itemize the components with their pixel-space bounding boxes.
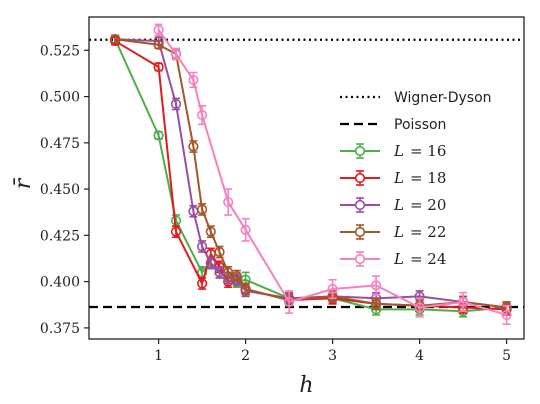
legend-label-variable: L	[393, 169, 404, 187]
x-tick-label: 5	[502, 348, 511, 364]
legend-label-value: = 20	[410, 196, 446, 214]
data-point	[223, 267, 234, 278]
data-point	[197, 278, 208, 289]
legend-entry: L = 18	[340, 169, 446, 187]
data-point	[205, 226, 216, 237]
legend-marker	[354, 226, 366, 238]
legend-entry: Wigner-Dyson	[340, 90, 492, 106]
y-tick-label: 0.525	[40, 43, 80, 59]
legend-entry: L = 22	[340, 223, 446, 241]
y-tick-label: 0.425	[40, 228, 80, 244]
legend-entry: Poisson	[340, 117, 446, 133]
data-point	[153, 130, 164, 141]
data-point	[458, 296, 469, 308]
y-tick-label: 0.375	[40, 321, 80, 337]
data-point	[109, 34, 121, 45]
legend-label-value: = 16	[410, 142, 446, 160]
x-axis-label: h	[299, 373, 313, 398]
x-tick-label: 4	[415, 348, 424, 364]
data-point	[327, 283, 338, 295]
legend-label-value: = 22	[410, 223, 446, 241]
x-tick-label: 1	[154, 348, 163, 364]
data-point	[214, 246, 225, 258]
legend-label: L = 22	[393, 223, 446, 241]
legend-label-variable: L	[393, 142, 404, 160]
data-point	[205, 258, 216, 269]
legend-marker	[354, 172, 366, 184]
legend-label-variable: L	[393, 223, 404, 241]
legend-label: L = 16	[393, 142, 446, 160]
legend-label: Poisson	[394, 117, 446, 133]
series-line	[115, 38, 507, 309]
legend-label-variable: L	[393, 196, 404, 214]
series-L24	[153, 23, 512, 325]
data-point	[231, 270, 242, 282]
data-point	[240, 283, 251, 295]
y-tick-label: 0.475	[40, 136, 80, 152]
x-tick-label: 3	[328, 348, 337, 364]
data-point	[240, 224, 251, 235]
legend-label-variable: L	[393, 250, 404, 268]
data-point	[284, 296, 295, 308]
legend-entry: L = 20	[340, 196, 446, 214]
data-point	[153, 61, 164, 73]
data-point	[197, 241, 208, 252]
data-point	[170, 226, 182, 237]
data-point	[188, 141, 199, 152]
data-point	[371, 298, 382, 309]
series-L18	[109, 35, 512, 316]
legend-label-value: = 24	[410, 250, 446, 268]
legend-label: Wigner-Dyson	[394, 90, 492, 106]
legend-label: L = 20	[393, 196, 446, 214]
y-tick-label: 0.500	[40, 90, 80, 106]
data-point	[197, 204, 208, 215]
data-point	[414, 302, 425, 313]
data-point	[170, 98, 182, 110]
series-line	[114, 38, 507, 313]
plot-area	[89, 23, 524, 325]
plot-frame	[88, 16, 525, 340]
data-point	[223, 196, 234, 208]
legend-marker	[354, 199, 366, 211]
legend-label: L = 24	[393, 250, 446, 268]
legend-label: L = 18	[393, 169, 446, 187]
y-tick-label: 0.400	[40, 275, 80, 291]
data-point	[170, 48, 182, 60]
series-line	[114, 40, 507, 311]
data-point	[197, 109, 208, 121]
y-axis-label: r̄	[11, 177, 36, 189]
legend-label-value: = 18	[410, 169, 446, 187]
data-point	[188, 74, 199, 86]
series-line	[114, 38, 507, 309]
x-tick-label: 2	[241, 348, 250, 364]
series-line	[157, 29, 507, 316]
legend-marker	[354, 253, 366, 265]
data-point	[153, 24, 164, 36]
legend-marker	[354, 145, 366, 157]
data-point	[501, 309, 512, 321]
data-point	[371, 280, 382, 291]
y-tick-label: 0.450	[40, 182, 80, 198]
data-point	[153, 39, 164, 50]
legend-entry: L = 24	[340, 250, 446, 268]
legend-entry: L = 16	[340, 142, 446, 160]
axes: 1 2 3 4 5 0.375 0.400 0.425 0.450 0.475 0.500 0.525	[40, 16, 525, 364]
